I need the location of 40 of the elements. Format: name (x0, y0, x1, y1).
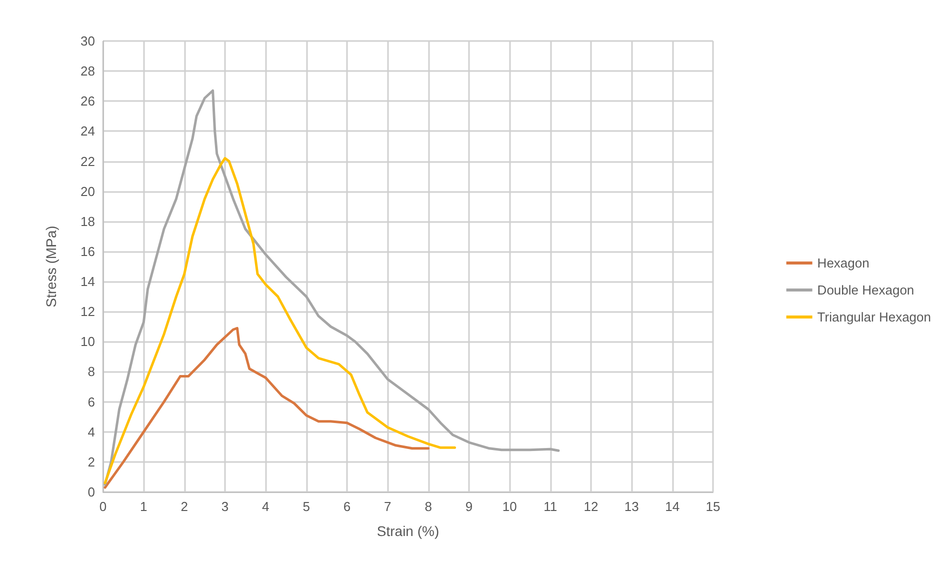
x-tick-label: 10 (502, 499, 517, 514)
y-tick-label: 26 (80, 94, 95, 109)
y-tick-label: 30 (80, 34, 95, 48)
y-tick-label: 6 (88, 394, 95, 410)
x-tick-label: 1 (140, 499, 148, 514)
line-series (104, 89, 560, 486)
y-tick-label: 22 (80, 154, 95, 169)
y-tick-label: 16 (80, 244, 95, 259)
legend-label: Hexagon (817, 256, 870, 270)
y-tick-label: 28 (80, 64, 95, 79)
x-tick-label: 2 (180, 499, 188, 514)
x-tick-label: 15 (706, 499, 720, 514)
y-tick-label: 14 (80, 274, 95, 290)
y-tick-label: 4 (88, 424, 95, 440)
legend-label: Double Hexagon (817, 282, 914, 298)
x-axis-title: Strain (%) (376, 523, 440, 539)
x-tick-label: 13 (624, 499, 639, 514)
x-tick-label: 6 (343, 499, 351, 514)
y-tick-label: 10 (80, 334, 95, 350)
x-tick-label: 11 (544, 499, 558, 514)
y-tick-label: 24 (80, 124, 95, 139)
x-tick-label: 7 (384, 499, 392, 514)
x-tick-label: 14 (665, 499, 680, 514)
line-series (104, 326, 430, 489)
x-tick-label: 9 (465, 499, 473, 514)
x-tick-label: 4 (262, 499, 270, 514)
y-axis-title: Stress (MPa) (43, 226, 59, 308)
x-tick-label: 3 (221, 499, 229, 514)
y-tick-label: 0 (88, 484, 95, 500)
line-series (104, 157, 456, 484)
y-tick-label: 2 (88, 454, 95, 470)
y-tick-label: 12 (80, 304, 95, 320)
y-tick-label: 8 (88, 364, 95, 380)
x-tick-label: 8 (424, 499, 432, 514)
y-tick-label: 18 (80, 214, 95, 229)
y-tick-label: 20 (80, 184, 95, 199)
x-tick-label: 12 (584, 499, 598, 514)
x-tick-label: 5 (302, 499, 310, 514)
legend-label: Triangular Hexagon (817, 310, 932, 324)
x-tick-label: 0 (99, 499, 107, 514)
